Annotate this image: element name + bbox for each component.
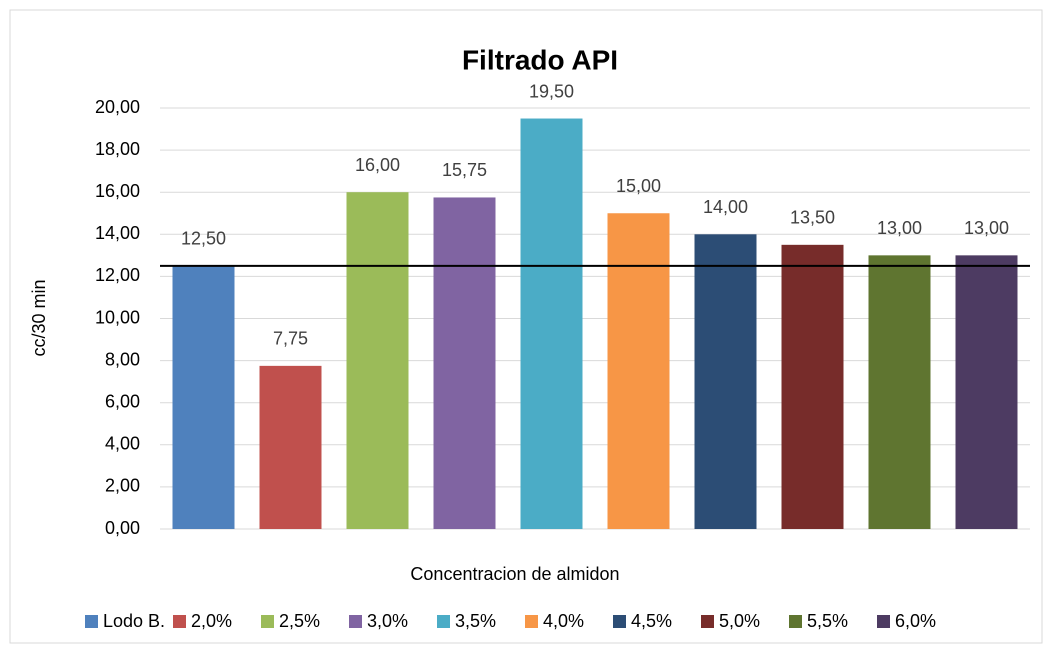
y-tick-label: 12,00 xyxy=(95,265,140,285)
legend-swatch xyxy=(173,615,186,628)
y-tick-label: 16,00 xyxy=(95,181,140,201)
legend-label: 6,0% xyxy=(895,611,936,631)
legend-label: 2,5% xyxy=(279,611,320,631)
legend-swatch xyxy=(437,615,450,628)
y-tick-label: 4,00 xyxy=(105,434,140,454)
legend-label: 3,5% xyxy=(455,611,496,631)
y-tick-label: 18,00 xyxy=(95,139,140,159)
x-axis-label: Concentracion de almidon xyxy=(410,564,619,584)
data-label: 19,50 xyxy=(529,81,574,101)
y-tick-label: 0,00 xyxy=(105,518,140,538)
bar xyxy=(868,255,931,529)
data-label: 15,75 xyxy=(442,160,487,180)
y-tick-label: 14,00 xyxy=(95,223,140,243)
legend-swatch xyxy=(877,615,890,628)
legend-swatch xyxy=(261,615,274,628)
y-axis-label: cc/30 min xyxy=(29,279,49,356)
bar xyxy=(346,192,409,529)
bar xyxy=(607,213,670,529)
data-label: 13,00 xyxy=(964,218,1009,238)
legend-swatch xyxy=(349,615,362,628)
legend-swatch xyxy=(525,615,538,628)
legend-label: Lodo B. xyxy=(103,611,165,631)
legend-label: 4,0% xyxy=(543,611,584,631)
data-label: 13,00 xyxy=(877,218,922,238)
bar xyxy=(433,197,496,529)
data-label: 7,75 xyxy=(273,329,308,349)
y-tick-label: 10,00 xyxy=(95,307,140,327)
legend-label: 5,5% xyxy=(807,611,848,631)
legend-swatch xyxy=(789,615,802,628)
legend-swatch xyxy=(701,615,714,628)
data-label: 13,50 xyxy=(790,208,835,228)
data-label: 12,50 xyxy=(181,229,226,249)
bar xyxy=(781,244,844,529)
legend-label: 5,0% xyxy=(719,611,760,631)
y-tick-label: 20,00 xyxy=(95,97,140,117)
data-label: 16,00 xyxy=(355,155,400,175)
bar xyxy=(520,118,583,530)
data-label: 15,00 xyxy=(616,176,661,196)
bar xyxy=(259,365,322,529)
y-tick-label: 6,00 xyxy=(105,391,140,411)
bar xyxy=(694,234,757,530)
bar xyxy=(172,265,235,529)
y-tick-label: 8,00 xyxy=(105,349,140,369)
chart-title: Filtrado API xyxy=(462,44,618,75)
legend-swatch xyxy=(613,615,626,628)
y-tick-label: 2,00 xyxy=(105,476,140,496)
legend-label: 2,0% xyxy=(191,611,232,631)
legend-swatch xyxy=(85,615,98,628)
legend-label: 4,5% xyxy=(631,611,672,631)
data-label: 14,00 xyxy=(703,197,748,217)
bar xyxy=(955,255,1018,529)
legend-label: 3,0% xyxy=(367,611,408,631)
